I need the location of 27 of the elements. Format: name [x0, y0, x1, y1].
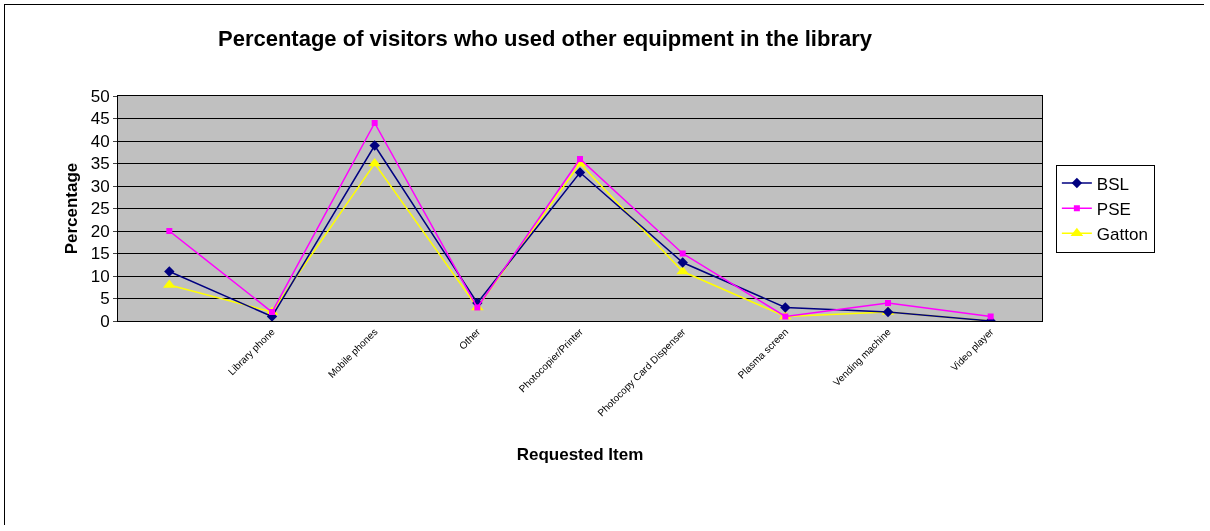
- y-tick-label: 20: [90, 221, 110, 241]
- point: [164, 266, 175, 277]
- point: [371, 120, 378, 126]
- y-tick-label: 45: [90, 109, 110, 129]
- point: [780, 302, 791, 313]
- legend-label: BSL: [1096, 174, 1129, 194]
- point: [574, 167, 586, 178]
- y-tick-label: 35: [90, 154, 110, 174]
- y-tick-label: 30: [90, 176, 110, 196]
- legend-label: Gatton: [1096, 224, 1148, 244]
- point: [369, 140, 380, 151]
- y-tick-label: 40: [90, 131, 110, 151]
- y-tick-label: 0: [100, 311, 110, 331]
- point: [577, 156, 583, 162]
- legend-label: PSE: [1096, 199, 1131, 219]
- y-tick-label: 50: [90, 86, 110, 106]
- y-tick-label: 25: [90, 199, 110, 219]
- point: [677, 257, 688, 268]
- y-tick-label: 15: [90, 244, 110, 264]
- point: [679, 250, 686, 257]
- y-tick-label: 10: [90, 266, 110, 286]
- y-tick-label: 5: [100, 289, 110, 309]
- chart-title: Percentage of visitors who used other equipment in the library: [217, 26, 873, 52]
- x-axis-title: Requested Item: [516, 444, 644, 464]
- point: [885, 300, 891, 306]
- y-axis-title: Percentage: [62, 162, 82, 255]
- point: [166, 228, 173, 234]
